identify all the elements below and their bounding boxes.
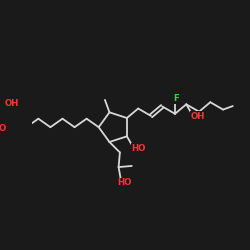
Text: OH: OH [4, 99, 19, 108]
Text: O: O [0, 124, 6, 133]
Text: F: F [173, 94, 179, 103]
Text: HO: HO [118, 178, 132, 188]
Text: HO: HO [131, 144, 146, 153]
Text: OH: OH [190, 112, 205, 121]
